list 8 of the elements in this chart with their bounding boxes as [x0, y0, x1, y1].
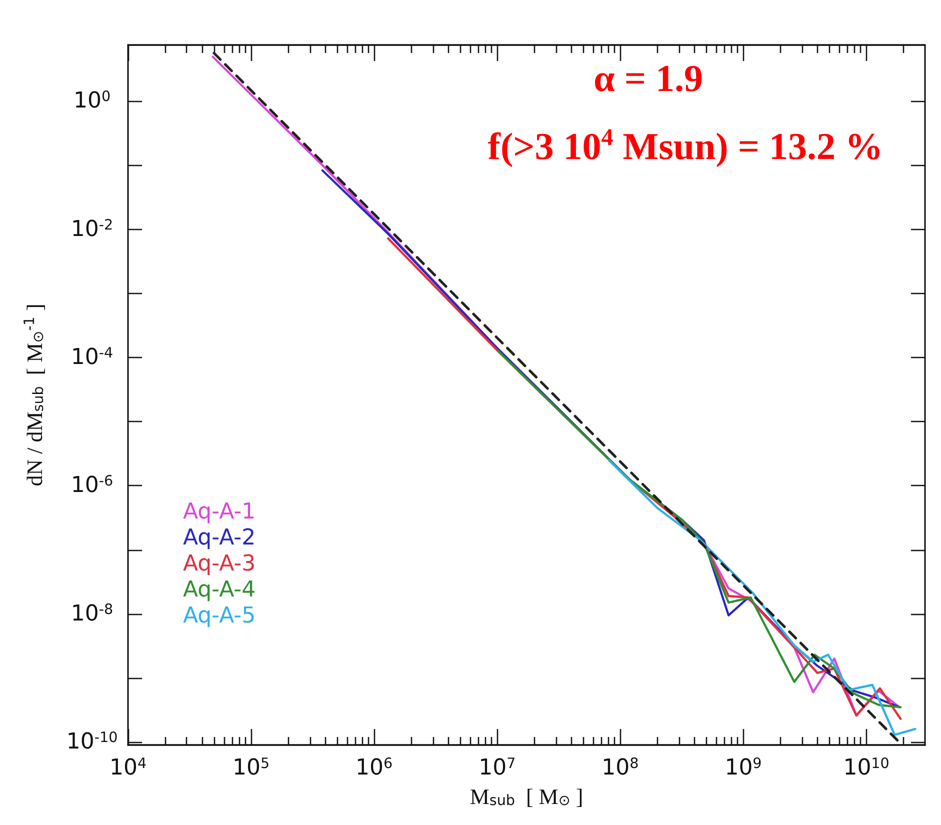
text: Aq-A-3 [183, 552, 256, 576]
annotation: α = 1.9 [594, 58, 704, 100]
text: Aq-A-5 [183, 604, 256, 628]
text: Aq-A-1 [183, 500, 256, 524]
x-axis-title: Msub [ M⊙ ] [470, 784, 584, 809]
text: Aq-A-2 [183, 526, 256, 550]
y-axis-title: dN / dMsub [ M⊙-1 ] [22, 304, 48, 486]
text: Aq-A-4 [183, 578, 256, 602]
